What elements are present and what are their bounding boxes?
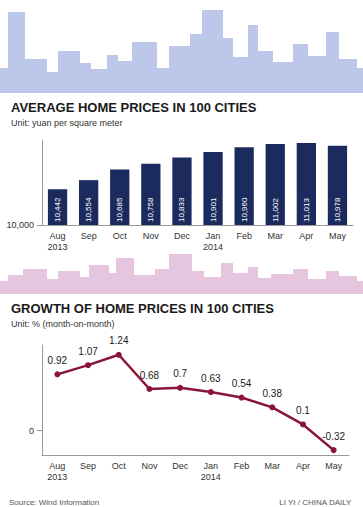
svg-text:Sep: Sep <box>80 461 96 471</box>
svg-text:0.7: 0.7 <box>173 368 187 379</box>
svg-text:0.63: 0.63 <box>201 373 221 384</box>
svg-text:0.92: 0.92 <box>48 355 68 366</box>
svg-text:Oct: Oct <box>113 231 128 241</box>
svg-text:Jan: Jan <box>204 461 219 471</box>
svg-text:Source: Wind Information: Source: Wind Information <box>9 498 99 507</box>
svg-text:Nov: Nov <box>141 461 158 471</box>
svg-text:11,013: 11,013 <box>302 198 311 222</box>
svg-text:-0.32: -0.32 <box>322 431 345 442</box>
svg-text:Unit: yuan per square meter: Unit: yuan per square meter <box>11 118 123 128</box>
svg-text:10,960: 10,960 <box>240 197 249 222</box>
svg-text:10,978: 10,978 <box>333 197 342 222</box>
svg-text:Dec: Dec <box>174 231 191 241</box>
svg-text:2014: 2014 <box>201 472 221 482</box>
svg-text:Apr: Apr <box>299 231 313 241</box>
svg-text:Mar: Mar <box>265 461 281 471</box>
svg-text:Feb: Feb <box>236 231 252 241</box>
svg-text:0.1: 0.1 <box>296 405 310 416</box>
svg-text:GROWTH OF HOME PRICES IN 100 C: GROWTH OF HOME PRICES IN 100 CITIES <box>11 301 274 316</box>
svg-text:Dec: Dec <box>172 461 189 471</box>
svg-text:Nov: Nov <box>143 231 160 241</box>
svg-text:Sep: Sep <box>81 231 97 241</box>
svg-text:Oct: Oct <box>112 461 127 471</box>
svg-text:10,758: 10,758 <box>146 197 155 222</box>
svg-text:2014: 2014 <box>203 242 223 252</box>
svg-text:2013: 2013 <box>47 472 67 482</box>
svg-text:0: 0 <box>29 426 34 436</box>
svg-text:AVERAGE HOME PRICES IN 100 CIT: AVERAGE HOME PRICES IN 100 CITIES <box>11 100 257 115</box>
svg-text:10,901: 10,901 <box>209 197 218 222</box>
svg-text:Unit: % (month-on-month): Unit: % (month-on-month) <box>11 319 115 329</box>
svg-text:Jan: Jan <box>206 231 221 241</box>
svg-text:0.68: 0.68 <box>140 370 160 381</box>
svg-text:10,554: 10,554 <box>84 197 93 222</box>
svg-text:LI YI / CHINA DAILY: LI YI / CHINA DAILY <box>279 498 352 507</box>
svg-text:Aug: Aug <box>49 461 65 471</box>
svg-text:11,002: 11,002 <box>271 198 280 222</box>
svg-text:1.24: 1.24 <box>109 335 129 346</box>
svg-text:Aug: Aug <box>50 231 66 241</box>
svg-text:2013: 2013 <box>48 242 68 252</box>
svg-text:1.07: 1.07 <box>78 346 98 357</box>
svg-text:0.54: 0.54 <box>232 378 252 389</box>
svg-text:10,685: 10,685 <box>115 197 124 222</box>
svg-text:May: May <box>325 461 343 471</box>
svg-text:Mar: Mar <box>268 231 284 241</box>
svg-text:10,833: 10,833 <box>177 197 186 222</box>
svg-text:Feb: Feb <box>234 461 250 471</box>
svg-text:10,442: 10,442 <box>53 197 62 222</box>
svg-text:10,000: 10,000 <box>6 220 34 230</box>
svg-text:Apr: Apr <box>296 461 310 471</box>
svg-text:0.38: 0.38 <box>263 388 283 399</box>
svg-text:May: May <box>329 231 347 241</box>
